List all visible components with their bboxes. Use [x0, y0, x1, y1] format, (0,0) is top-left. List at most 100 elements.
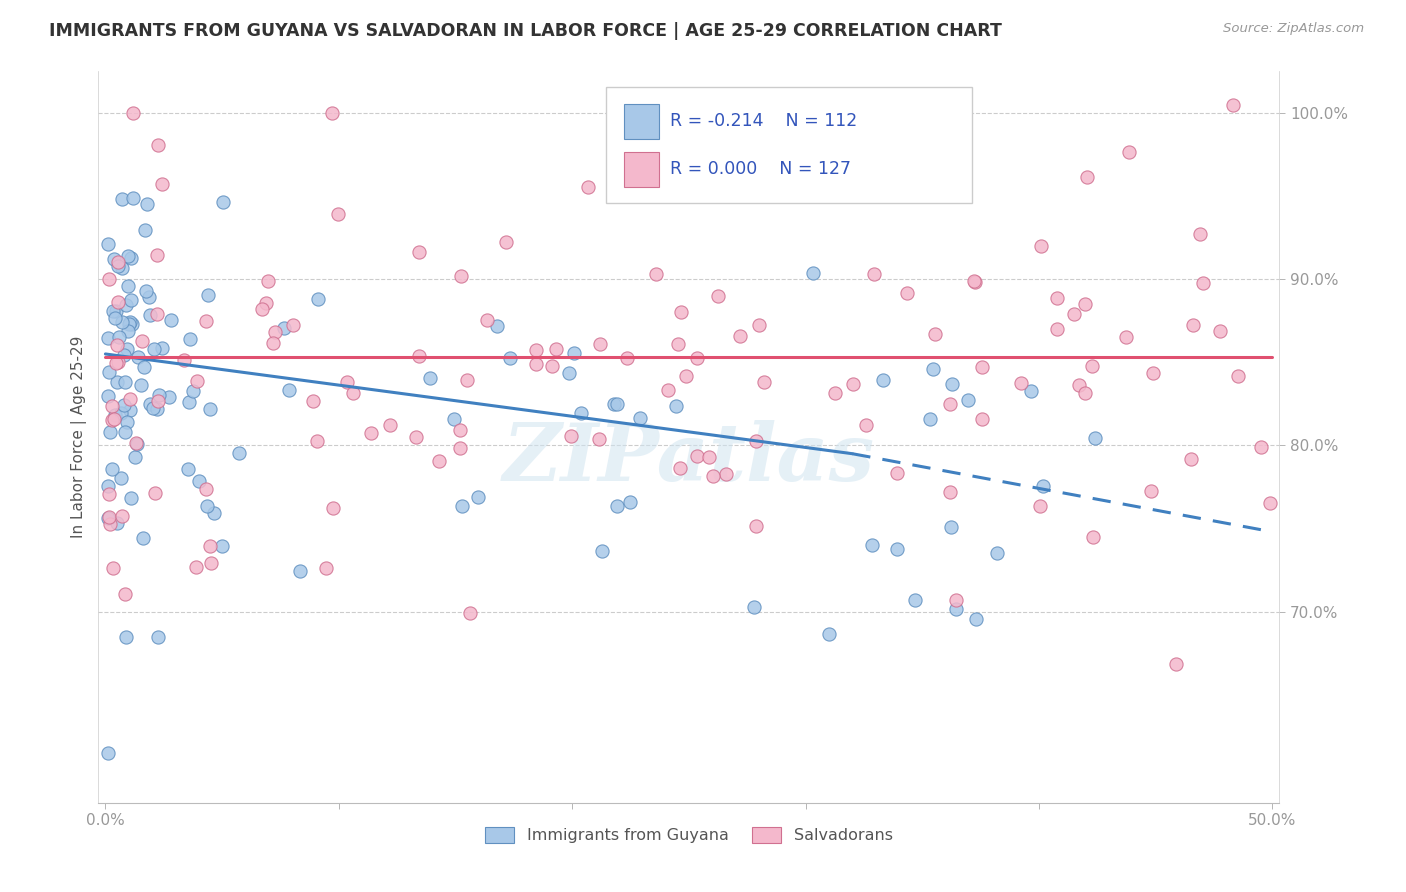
Point	[120, 293, 142, 307]
Point	[451, 500, 474, 514]
Point	[588, 432, 610, 446]
Point	[942, 175, 965, 189]
Point	[132, 531, 155, 545]
Point	[896, 285, 918, 300]
Point	[107, 354, 129, 368]
Point	[148, 630, 170, 644]
Point	[728, 329, 751, 343]
Point	[146, 307, 169, 321]
Text: Source: ZipAtlas.com: Source: ZipAtlas.com	[1223, 22, 1364, 36]
Point	[1258, 495, 1281, 509]
Point	[1032, 479, 1054, 493]
Point	[112, 349, 135, 363]
Point	[941, 519, 963, 533]
Point	[467, 490, 489, 504]
Point	[184, 560, 207, 574]
Point	[1029, 500, 1052, 514]
Point	[98, 517, 121, 532]
Point	[148, 388, 170, 402]
Point	[111, 508, 134, 523]
Point	[842, 377, 865, 392]
Point	[665, 399, 688, 413]
Point	[801, 266, 824, 280]
Point	[278, 384, 301, 398]
Point	[103, 408, 125, 422]
Point	[877, 100, 900, 114]
Point	[124, 450, 146, 464]
Point	[125, 436, 148, 450]
Point	[143, 343, 166, 357]
Point	[449, 442, 471, 456]
Point	[105, 375, 128, 389]
Text: R = -0.214    N = 112: R = -0.214 N = 112	[671, 112, 858, 130]
Point	[273, 321, 295, 335]
Point	[360, 426, 382, 441]
Point	[97, 237, 120, 252]
Point	[1188, 227, 1211, 242]
Point	[157, 390, 180, 404]
Point	[1019, 384, 1042, 398]
Point	[326, 206, 349, 220]
Point	[152, 341, 174, 355]
Point	[118, 318, 141, 332]
Point	[173, 353, 195, 368]
Point	[118, 315, 141, 329]
Point	[105, 516, 128, 531]
Point	[200, 402, 222, 417]
Point	[117, 249, 139, 263]
Point	[606, 397, 628, 411]
Point	[1181, 318, 1204, 332]
Point	[824, 385, 846, 400]
Point	[98, 487, 121, 501]
Point	[1140, 484, 1163, 499]
Point	[1222, 97, 1244, 112]
Point	[179, 332, 201, 346]
Point	[458, 606, 481, 620]
Point	[855, 417, 877, 432]
Point	[118, 402, 141, 417]
Point	[1118, 145, 1140, 160]
Point	[1250, 440, 1272, 454]
Point	[686, 449, 709, 463]
Point	[685, 351, 707, 366]
Point	[562, 346, 585, 360]
Point	[872, 373, 894, 387]
Point	[449, 423, 471, 437]
Point	[745, 518, 768, 533]
Point	[378, 418, 401, 433]
Point	[886, 542, 908, 557]
Point	[557, 366, 579, 380]
Point	[111, 193, 134, 207]
Point	[127, 350, 149, 364]
Point	[179, 395, 201, 409]
Point	[986, 547, 1008, 561]
Point	[194, 483, 217, 497]
Point	[254, 295, 277, 310]
Point	[103, 411, 125, 425]
Point	[195, 314, 218, 328]
Point	[419, 371, 441, 385]
Point	[200, 539, 222, 553]
Point	[307, 292, 329, 306]
Point	[752, 375, 775, 389]
Point	[111, 261, 134, 276]
Point	[918, 412, 941, 426]
Point	[115, 298, 138, 312]
Point	[105, 304, 128, 318]
Point	[114, 630, 136, 644]
Point	[211, 194, 233, 209]
Point	[1063, 307, 1085, 321]
Point	[860, 538, 883, 552]
Point	[97, 510, 120, 524]
Point	[202, 506, 225, 520]
Point	[1074, 297, 1097, 311]
Point	[114, 587, 136, 601]
Point	[742, 599, 765, 614]
Point	[560, 429, 582, 443]
Point	[675, 369, 697, 384]
Point	[1227, 369, 1250, 384]
Point	[745, 434, 768, 448]
Point	[941, 376, 963, 391]
Point	[408, 245, 430, 260]
Point	[302, 393, 325, 408]
